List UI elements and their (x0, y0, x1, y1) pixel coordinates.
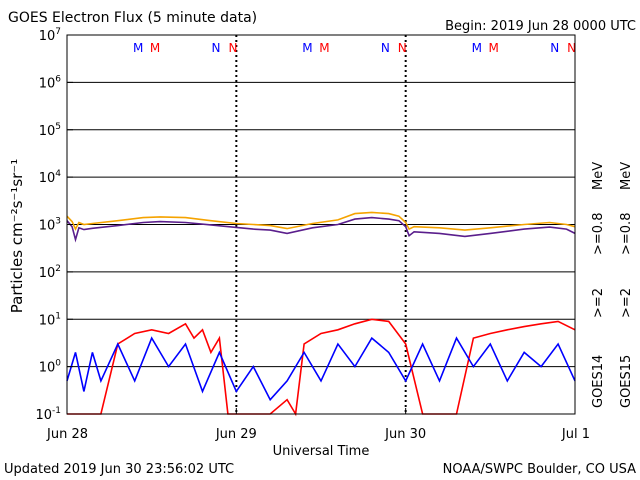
y-tick-label: 106 (39, 74, 62, 91)
y-tick-label: 103 (39, 217, 61, 234)
series-line (66, 211, 576, 231)
y-tick-label: 105 (39, 122, 61, 139)
eclipse-mark: M (150, 41, 160, 55)
goes15-label: GOES15 (619, 355, 634, 408)
eclipse-mark: M (489, 41, 499, 55)
begin-date: Begin: 2019 Jun 28 0000 UTC (445, 19, 636, 34)
eclipse-mark: N (381, 41, 390, 55)
goes14-label: GOES14 (591, 355, 606, 408)
y-tick-label: 104 (39, 169, 62, 186)
eclipse-mark: M (472, 41, 482, 55)
series-lines (66, 211, 576, 417)
plot-grid (67, 35, 575, 414)
noaa-credit: NOAA/SWPC Boulder, CO USA (443, 462, 636, 477)
series-line (67, 318, 576, 417)
eclipse-mark: M (302, 41, 312, 55)
y-axis-label: Particles cm⁻²s⁻¹sr⁻¹ (8, 159, 26, 313)
y-tick-label: 10-1 (35, 406, 61, 423)
y-tick-label: 101 (39, 311, 61, 328)
goes14-ge08-label: >=0.8 (591, 213, 606, 255)
goes14-mev-label: MeV (591, 162, 606, 190)
y-tick-label: 100 (39, 359, 62, 376)
eclipse-mark: M (133, 41, 143, 55)
y-tick-labels: 10-1 100 101 102 103 104 105 106 107 (35, 27, 73, 423)
eclipse-mark: N (228, 41, 237, 55)
x-axis-label: Universal Time (273, 444, 370, 459)
eclipse-mark: N (212, 41, 221, 55)
x-tick-label: Jul 1 (561, 427, 590, 442)
x-tick-label: Jun 29 (215, 427, 257, 442)
eclipse-mark: N (550, 41, 559, 55)
x-tick-labels: Jun 28 Jun 29 Jun 30 Jul 1 (46, 408, 590, 442)
goes15-ge2-label: >=2 (619, 288, 634, 318)
eclipse-mark: M (319, 41, 329, 55)
x-tick-label: Jun 28 (46, 427, 88, 442)
goes15-ge08-label: >=0.8 (619, 213, 634, 255)
x-tick-label: Jun 30 (384, 427, 426, 442)
goes14-ge2-label: >=2 (591, 288, 606, 318)
chart-title: GOES Electron Flux (5 minute data) (8, 10, 257, 26)
eclipse-mark: N (567, 41, 576, 55)
series-line (66, 336, 576, 402)
goes15-mev-label: MeV (619, 162, 634, 190)
series-line (66, 216, 576, 243)
updated-timestamp: Updated 2019 Jun 30 23:56:02 UTC (4, 462, 234, 477)
y-tick-label: 102 (39, 264, 61, 281)
y-tick-label: 107 (39, 27, 61, 44)
eclipse-mark: N (398, 41, 407, 55)
